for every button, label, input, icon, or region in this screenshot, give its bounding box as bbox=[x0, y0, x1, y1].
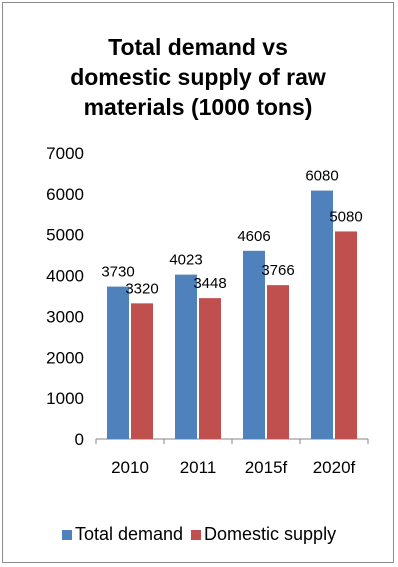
bar-total-demand bbox=[175, 275, 197, 439]
legend-label-domestic-supply: Domestic supply bbox=[204, 524, 336, 545]
y-tick-label: 5000 bbox=[46, 226, 84, 245]
data-label: 4606 bbox=[237, 228, 270, 245]
legend-label-total-demand: Total demand bbox=[75, 524, 183, 545]
data-label: 6080 bbox=[305, 168, 338, 185]
bar-total-demand bbox=[107, 287, 129, 439]
x-tick-label: 2020f bbox=[313, 458, 356, 477]
data-label: 3730 bbox=[101, 264, 134, 281]
bar-domestic-supply bbox=[199, 298, 221, 439]
x-tick-label: 2011 bbox=[180, 458, 217, 477]
data-label: 3766 bbox=[261, 262, 294, 279]
x-tick-label: 2015f bbox=[245, 458, 288, 477]
data-label: 5080 bbox=[329, 208, 362, 225]
data-label: 3320 bbox=[125, 280, 158, 297]
y-tick-label: 6000 bbox=[46, 185, 84, 204]
legend-item-total-demand: Total demand bbox=[62, 524, 183, 545]
legend-item-domestic-supply: Domestic supply bbox=[191, 524, 336, 545]
bar-domestic-supply bbox=[267, 285, 289, 439]
y-tick-label: 7000 bbox=[46, 144, 84, 163]
bar-domestic-supply bbox=[131, 303, 153, 439]
bar-total-demand bbox=[311, 191, 333, 439]
y-tick-label: 1000 bbox=[46, 389, 84, 408]
y-tick-label: 4000 bbox=[46, 267, 84, 286]
y-tick-label: 0 bbox=[75, 430, 84, 449]
x-tick-label: 2010 bbox=[111, 458, 149, 477]
legend-swatch-domestic-supply bbox=[191, 530, 201, 540]
y-tick-label: 3000 bbox=[46, 307, 84, 326]
bar-domestic-supply bbox=[335, 231, 357, 439]
data-label: 3448 bbox=[193, 275, 226, 292]
data-label: 4023 bbox=[169, 252, 202, 269]
y-tick-label: 2000 bbox=[46, 348, 84, 367]
chart-legend: Total demand Domestic supply bbox=[0, 524, 398, 545]
legend-swatch-total-demand bbox=[62, 530, 72, 540]
